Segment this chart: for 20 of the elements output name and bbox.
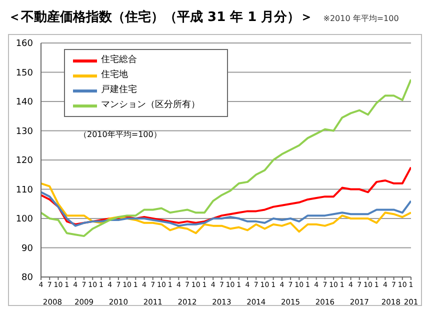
y-tick-label: 140 [16, 98, 34, 108]
chart-title: ＜不動産価格指数（住宅）（平成 31 年 1 月分）＞ [8, 8, 314, 26]
y-tick-label: 130 [16, 126, 34, 137]
text: ※2010 年平均=100 [323, 13, 399, 24]
y-tick-label: 90 [22, 244, 34, 254]
line-series [41, 166, 411, 226]
annotation: （2010年平均=100） [79, 129, 162, 140]
y-tick-label: 120 [16, 156, 34, 166]
y-tick-label: 150 [16, 68, 34, 78]
legend-label: 住宅地 [101, 68, 128, 82]
legend-label: 住宅総合 [101, 54, 137, 67]
line-series [41, 182, 411, 234]
y-tick-label: 80 [22, 273, 34, 284]
legend-label: マンション（区分所有） [101, 98, 200, 112]
y-tick-label: 160 [16, 39, 34, 50]
y-tick-label: 100 [16, 214, 34, 225]
legend-label: 戸建住宅 [101, 84, 137, 97]
line-series [41, 191, 411, 227]
y-tick-label: 110 [16, 185, 34, 196]
line-series [41, 78, 411, 238]
